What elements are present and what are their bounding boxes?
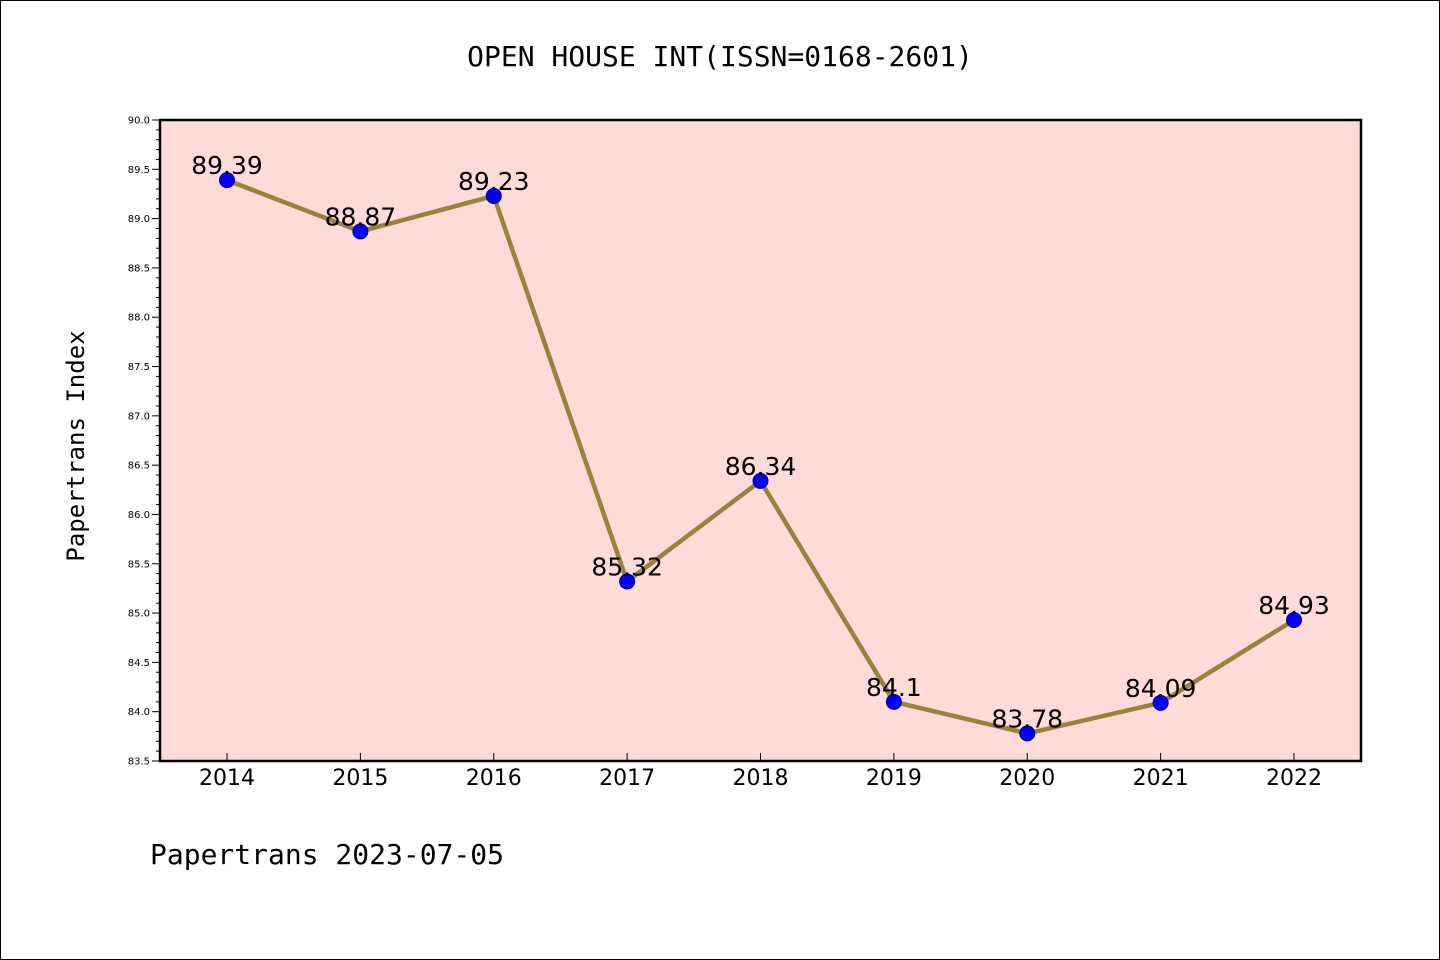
y-tick-label: 89.0 <box>128 214 150 225</box>
x-tick-label: 2018 <box>733 766 789 791</box>
data-label: 89.39 <box>191 151 263 180</box>
data-label: 89.23 <box>458 167 530 196</box>
y-tick-label: 84.0 <box>128 707 150 718</box>
data-point <box>1019 725 1036 742</box>
chart-title: OPEN HOUSE INT(ISSN=0168-2601) <box>467 40 973 73</box>
y-axis: 83.5 84.0 84.5 85.0 85.5 86.0 86.5 87.0 87.5 88.0… <box>128 116 160 768</box>
x-tick-label: 2014 <box>199 766 255 791</box>
data-point <box>352 223 369 240</box>
data-label: 85.32 <box>591 553 663 582</box>
footer-credit: Papertrans 2023-07-05 <box>150 838 504 871</box>
y-tick-label: 84.5 <box>128 658 150 669</box>
y-tick-label: 88.5 <box>128 263 150 274</box>
x-tick-label: 2021 <box>1133 766 1189 791</box>
series-markers <box>219 172 1302 742</box>
data-label: 84.1 <box>866 673 922 702</box>
data-point <box>619 573 636 590</box>
y-tick-label: 90.0 <box>128 116 150 127</box>
y-tick-label: 86.5 <box>128 461 150 472</box>
y-tick-label: 89.5 <box>128 165 150 176</box>
x-tick-label: 2016 <box>466 766 522 791</box>
data-point <box>1152 694 1169 711</box>
y-axis-label: Papertrans Index <box>62 330 90 561</box>
y-tick-label: 85.5 <box>128 559 150 570</box>
data-point <box>885 693 902 710</box>
data-point <box>752 472 769 489</box>
x-tick-label: 2019 <box>866 766 922 791</box>
data-label: 83.78 <box>991 704 1063 733</box>
y-tick-label: 83.5 <box>128 757 150 768</box>
y-tick-label: 85.0 <box>128 609 150 620</box>
x-axis: 2014 2015 2016 2017 2018 2019 2020 2021 2022 <box>199 753 1322 791</box>
data-point <box>1286 611 1302 628</box>
x-tick-label: 2015 <box>332 766 388 791</box>
x-tick-label: 2022 <box>1266 766 1322 791</box>
y-tick-label: 87.0 <box>128 411 150 422</box>
data-point <box>485 187 502 204</box>
y-tick-label: 87.5 <box>128 362 150 373</box>
data-label: 84.93 <box>1258 591 1330 620</box>
data-label: 86.34 <box>725 452 797 481</box>
x-tick-label: 2017 <box>599 766 655 791</box>
y-tick-label: 88.0 <box>128 313 150 324</box>
x-tick-label: 2020 <box>999 766 1055 791</box>
data-label: 84.09 <box>1125 674 1197 703</box>
data-labels: 89.39 88.87 89.23 85.32 86.34 84.1 83.78 84.09 8… <box>191 151 1330 733</box>
data-label: 88.87 <box>325 202 397 231</box>
data-point <box>219 172 235 189</box>
y-tick-label: 86.0 <box>128 510 150 521</box>
